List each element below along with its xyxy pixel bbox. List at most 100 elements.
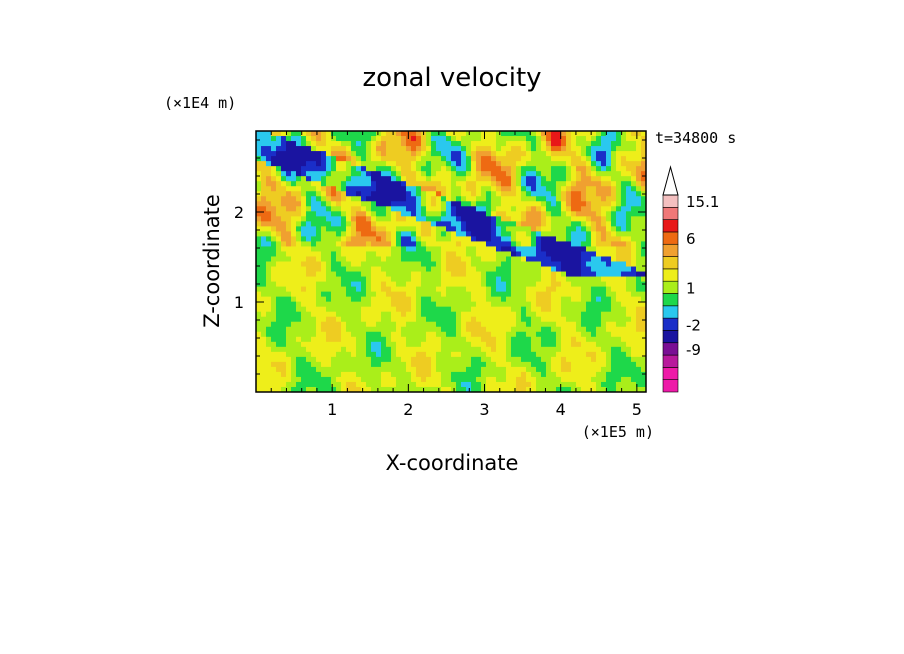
field-cell (576, 381, 582, 388)
field-cell (461, 231, 467, 237)
field-cell (531, 186, 537, 192)
field-cell (596, 346, 602, 353)
field-cell (496, 286, 502, 293)
field-cell (256, 151, 262, 157)
field-cell (411, 351, 417, 358)
field-cell (576, 281, 582, 288)
field-cell (336, 191, 342, 197)
field-cell (291, 261, 297, 268)
field-cell (551, 281, 557, 288)
field-cell (366, 211, 372, 217)
field-cell (471, 261, 477, 268)
field-cell (601, 191, 607, 197)
field-cell (416, 241, 422, 248)
field-cell (351, 246, 357, 253)
field-cell (376, 261, 382, 268)
field-cell (566, 251, 572, 258)
field-cell (481, 176, 487, 182)
field-cell (356, 286, 362, 293)
field-cell (576, 171, 582, 177)
field-cell (441, 236, 447, 243)
field-cell (416, 186, 422, 192)
field-cell (491, 301, 497, 308)
field-cell (541, 131, 547, 137)
field-cell (331, 281, 337, 288)
field-cell (276, 246, 282, 253)
field-cell (631, 141, 637, 147)
field-cell (511, 266, 517, 273)
field-cell (481, 341, 487, 348)
field-cell (306, 266, 312, 273)
field-cell (296, 356, 302, 363)
field-cell (556, 261, 562, 268)
field-cell (426, 256, 432, 263)
field-cell (496, 236, 502, 243)
field-cell (546, 181, 552, 187)
field-cell (296, 236, 302, 243)
field-cell (631, 206, 637, 212)
field-cell (316, 381, 322, 388)
field-cell (626, 181, 632, 187)
field-cell (341, 326, 347, 333)
field-cell (641, 376, 646, 383)
field-cell (551, 276, 557, 283)
field-cell (426, 311, 432, 318)
field-cell (456, 301, 462, 308)
field-cell (476, 356, 482, 363)
field-cell (286, 386, 292, 392)
field-cell (366, 241, 372, 248)
field-cell (426, 336, 432, 343)
field-cell (526, 296, 532, 303)
field-cell (376, 156, 382, 162)
field-cell (336, 251, 342, 258)
field-cell (461, 331, 467, 338)
field-cell (411, 386, 417, 392)
field-cell (621, 151, 627, 157)
field-cell (356, 326, 362, 333)
field-cell (376, 141, 382, 147)
field-cell (286, 131, 292, 137)
field-cell (591, 336, 597, 343)
field-cell (271, 156, 277, 162)
field-cell (516, 186, 522, 192)
field-cell (441, 221, 447, 227)
field-cell (616, 341, 622, 348)
field-cell (311, 266, 317, 273)
field-cell (506, 141, 512, 147)
field-cell (376, 216, 382, 222)
field-cell (541, 191, 547, 197)
field-cell (456, 321, 462, 328)
field-cell (601, 246, 607, 253)
field-cell (426, 186, 432, 192)
field-cell (486, 216, 492, 222)
field-cell (401, 201, 407, 207)
field-cell (506, 171, 512, 177)
field-cell (296, 141, 302, 147)
field-cell (541, 341, 547, 348)
field-cell (296, 351, 302, 358)
field-cell (371, 271, 377, 278)
field-cell (366, 151, 372, 157)
field-cell (296, 246, 302, 253)
field-cell (361, 136, 367, 142)
field-cell (596, 251, 602, 258)
field-cell (461, 216, 467, 222)
field-cell (266, 136, 272, 142)
field-cell (406, 151, 412, 157)
field-cell (551, 386, 557, 392)
field-cell (526, 206, 532, 212)
field-cell (316, 281, 322, 288)
field-cell (326, 161, 332, 167)
field-cell (396, 271, 402, 278)
field-cell (556, 146, 562, 152)
field-cell (416, 381, 422, 388)
field-cell (576, 161, 582, 167)
field-cell (321, 266, 327, 273)
field-cell (326, 246, 332, 253)
field-cell (571, 296, 577, 303)
field-cell (576, 351, 582, 358)
field-cell (306, 376, 312, 383)
field-cell (561, 191, 567, 197)
field-cell (356, 211, 362, 217)
field-cell (361, 291, 367, 298)
